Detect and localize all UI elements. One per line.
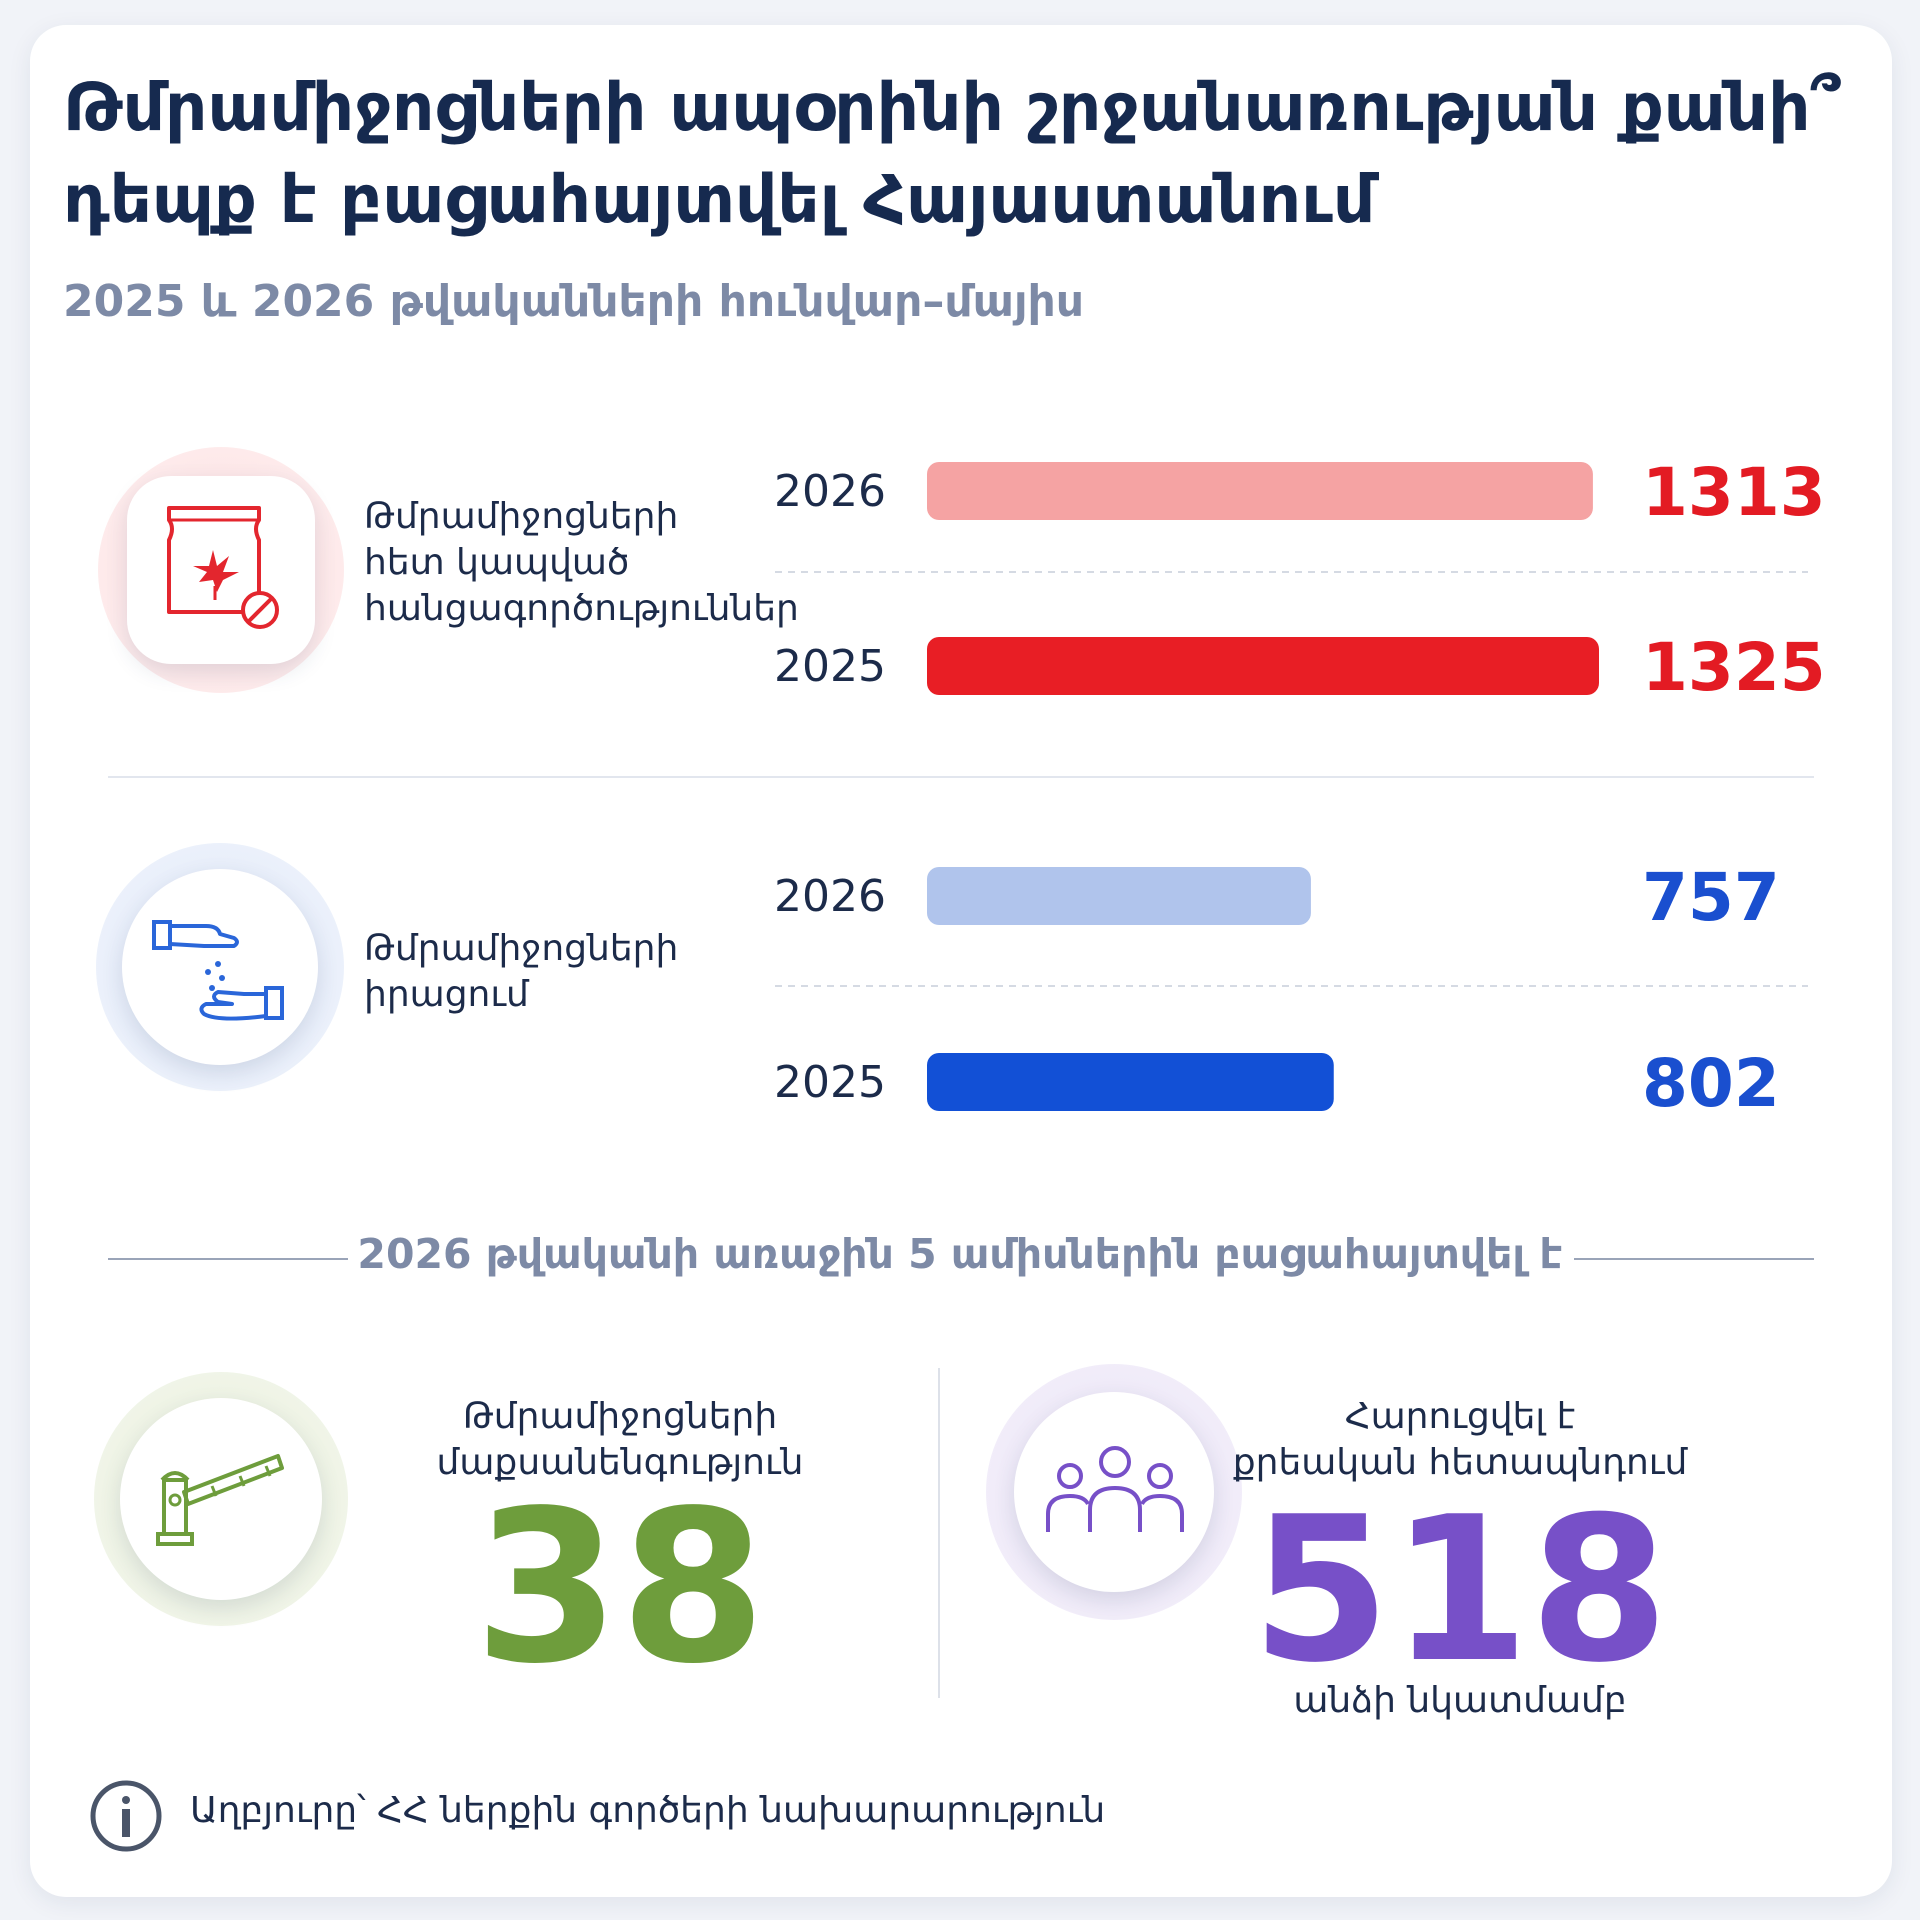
year-label: 2025	[774, 641, 886, 692]
info-icon	[90, 1780, 162, 1852]
sale-label-line1: Թմրամիջոցների	[364, 928, 679, 969]
section-title-rule-right	[1574, 1258, 1814, 1260]
crimes-label-line1: Թմրամիջոցների	[364, 496, 679, 537]
people-label-line2: քրեական հետապնդում	[1232, 1442, 1688, 1483]
stats-vertical-divider	[938, 1368, 940, 1698]
bar-2025	[927, 1053, 1334, 1111]
hand-passing-pills-icon	[152, 920, 284, 1021]
value-label: 1313	[1642, 454, 1826, 531]
smuggling-label-line2: մաքսանենգություն	[436, 1442, 804, 1483]
year-label: 2026	[774, 466, 886, 517]
page-title: Թմրամիջոցների ապօրինի շրջանառության քանի…	[63, 69, 1841, 238]
sale-category-label: Թմրամիջոցների իրացում	[364, 926, 678, 1018]
bar-2025	[927, 637, 1599, 695]
bar-2026	[927, 462, 1593, 520]
section-title-rule-left	[108, 1258, 348, 1260]
drug-bag-prohibited-icon	[167, 506, 279, 629]
people-label-line1: Հարուցվել է	[1344, 1396, 1576, 1437]
smuggling-icon-disc	[120, 1398, 322, 1600]
people-label: Հարուցվել է քրեական հետապնդում	[1200, 1394, 1720, 1486]
group-of-people-icon	[1046, 1446, 1184, 1532]
value-label: 1325	[1642, 629, 1826, 706]
year-label: 2026	[774, 871, 886, 922]
section-divider	[108, 776, 1814, 778]
smuggling-value: 38	[473, 1465, 767, 1710]
people-icon-disc	[1014, 1392, 1214, 1592]
people-value: 518	[1251, 1474, 1669, 1707]
people-note: անձի նկատմամբ	[1293, 1680, 1627, 1721]
crimes-label-line2: հետ կապված	[364, 542, 630, 583]
crimes-category-label: Թմրամիջոցների հետ կապված հանցագործությու…	[364, 494, 799, 632]
sale-icon-disc	[122, 869, 318, 1065]
year-label: 2025	[774, 1057, 886, 1108]
source-note: Աղբյուրը՝ ՀՀ ներքին գործերի նախարարությո…	[190, 1790, 1106, 1831]
crimes-label-line3: հանցագործություններ	[364, 588, 799, 629]
section-title: 2026 թվականի առաջին 5 ամիսներին բացահայտ…	[357, 1230, 1563, 1278]
smuggling-label: Թմրամիջոցների մաքսանենգություն	[380, 1394, 860, 1486]
bar-2026	[927, 867, 1311, 925]
value-label: 757	[1642, 859, 1780, 936]
border-barrier-icon	[156, 1454, 284, 1546]
sale-label-line2: իրացում	[364, 974, 529, 1015]
value-label: 802	[1642, 1045, 1780, 1122]
smuggling-label-line1: Թմրամիջոցների	[462, 1396, 778, 1437]
page-subtitle: 2025 և 2026 թվականների հունվար–մայիս	[63, 276, 1085, 327]
